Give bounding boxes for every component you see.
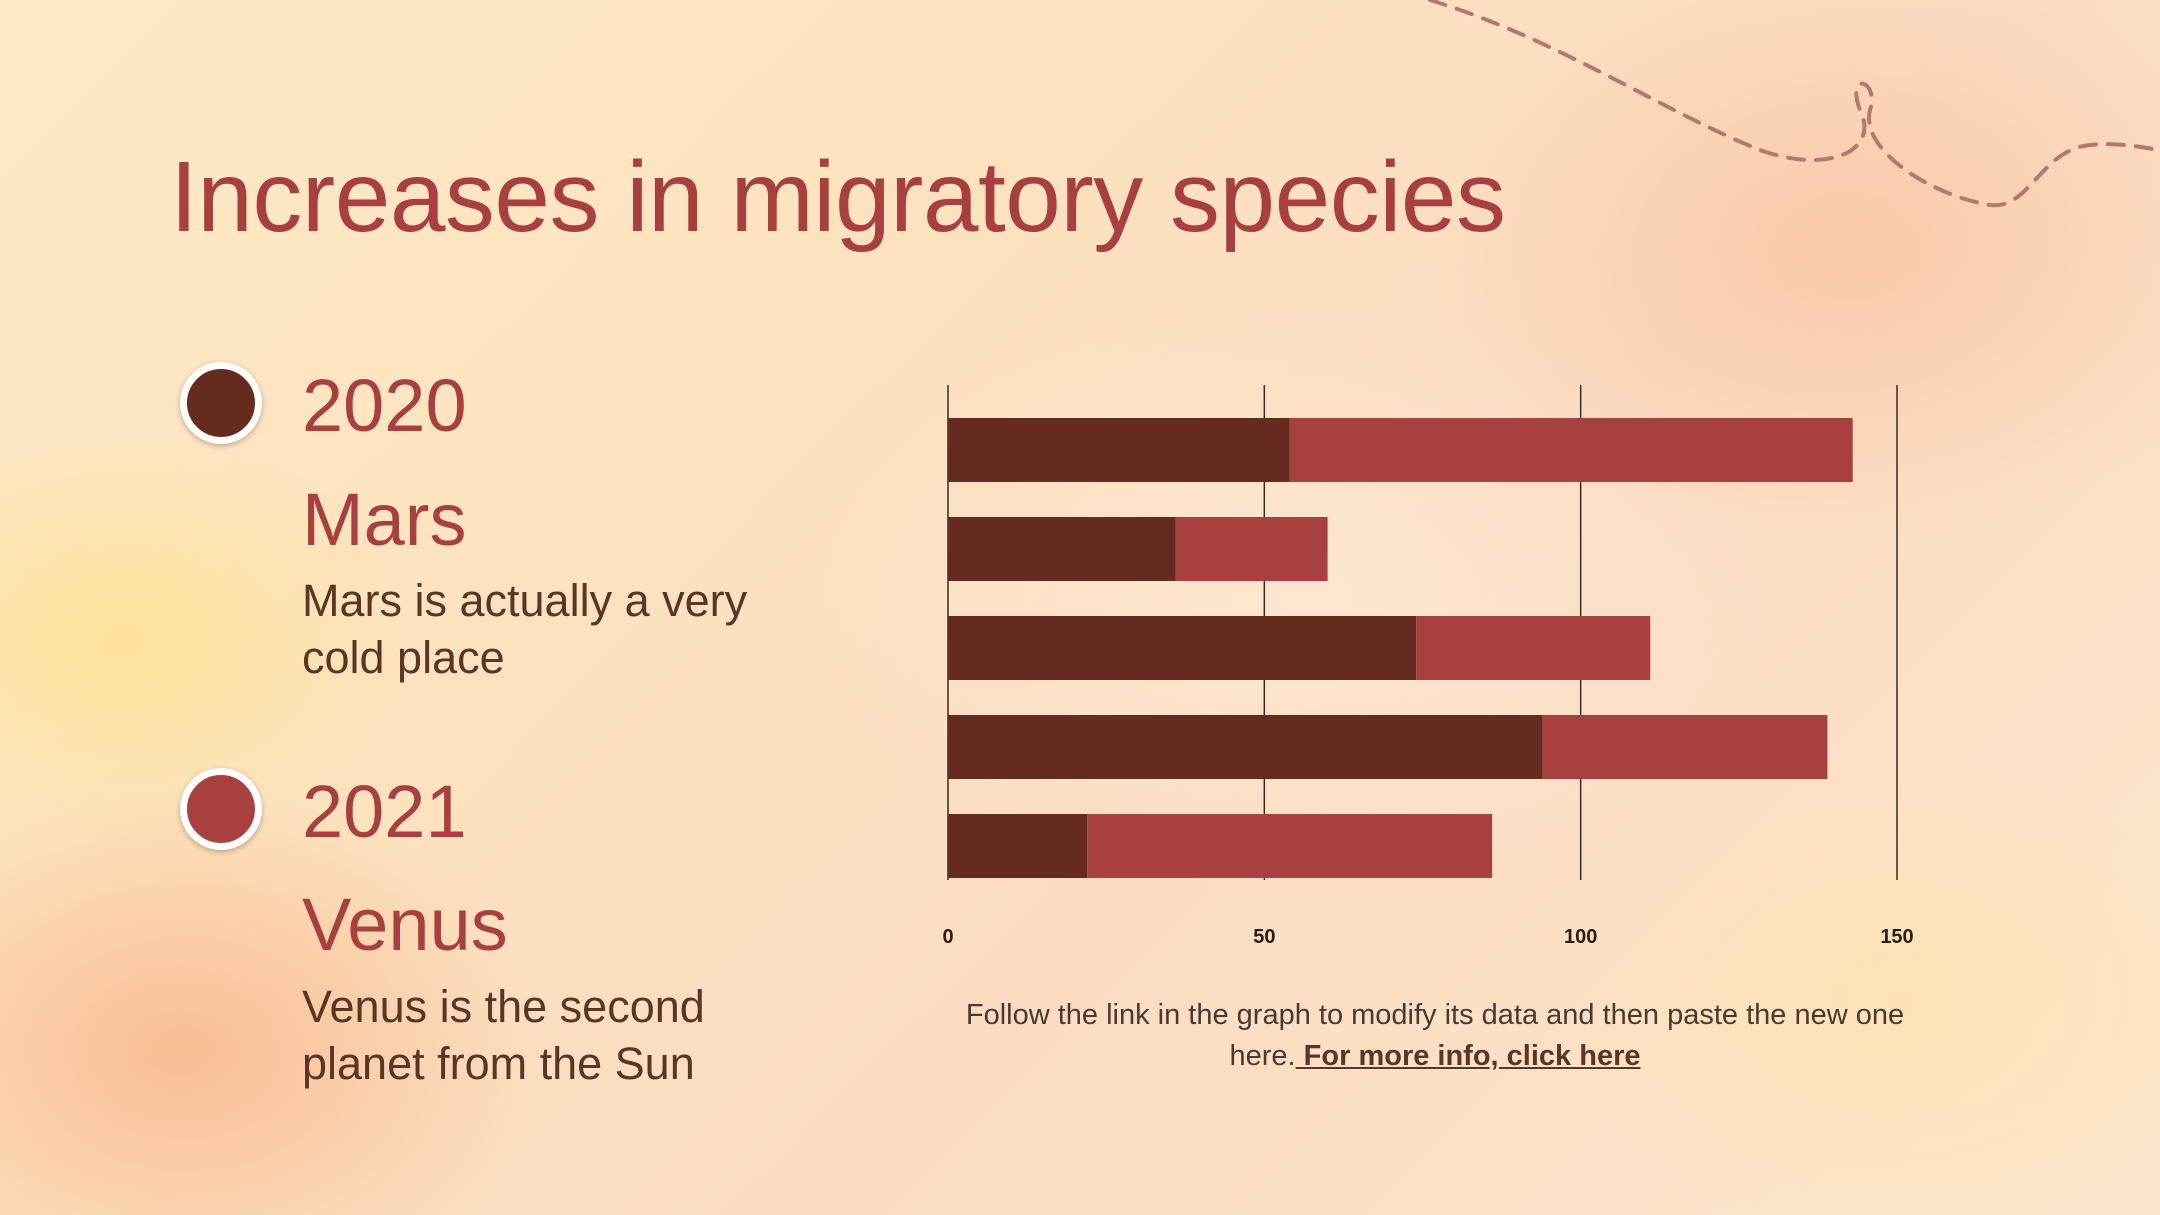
legend-planet-venus: Venus xyxy=(302,883,508,966)
bar-2021-row-4 xyxy=(1542,715,1828,779)
legend-dot-2020 xyxy=(180,362,262,444)
bar-2020-row-5 xyxy=(948,814,1088,878)
bar-2020-row-3 xyxy=(948,616,1417,680)
bar-2021-row-2 xyxy=(1175,517,1328,581)
x-tick-label: 100 xyxy=(1564,926,1597,948)
legend-year-2021: 2021 xyxy=(302,770,467,853)
legend-planet-mars: Mars xyxy=(302,478,467,561)
bar-2021-row-3 xyxy=(1416,616,1651,680)
x-tick-label: 0 xyxy=(942,926,953,948)
legend-dot-2021 xyxy=(180,768,262,850)
slide-title: Increases in migratory species xyxy=(170,141,1506,253)
bar-2020-row-2 xyxy=(948,517,1176,581)
legend-description-mars: Mars is actually a very cold place xyxy=(302,575,748,683)
chart-caption: Follow the link in the graph to modify i… xyxy=(950,995,1920,1077)
x-tick-label: 50 xyxy=(1253,926,1275,948)
bar-2020-row-1 xyxy=(948,418,1290,482)
caption-text: Follow the link in the graph to modify i… xyxy=(965,999,1905,1072)
bar-2021-row-1 xyxy=(1289,418,1853,482)
legend-year-2020: 2020 xyxy=(302,364,467,447)
legend-description-venus: Venus is the second planet from the Sun xyxy=(302,981,705,1089)
bar-2021-row-5 xyxy=(1087,814,1493,878)
x-tick-label: 150 xyxy=(1880,926,1913,948)
bar-2020-row-4 xyxy=(948,715,1543,779)
more-info-link[interactable]: For more info, click here xyxy=(1295,1040,1641,1072)
